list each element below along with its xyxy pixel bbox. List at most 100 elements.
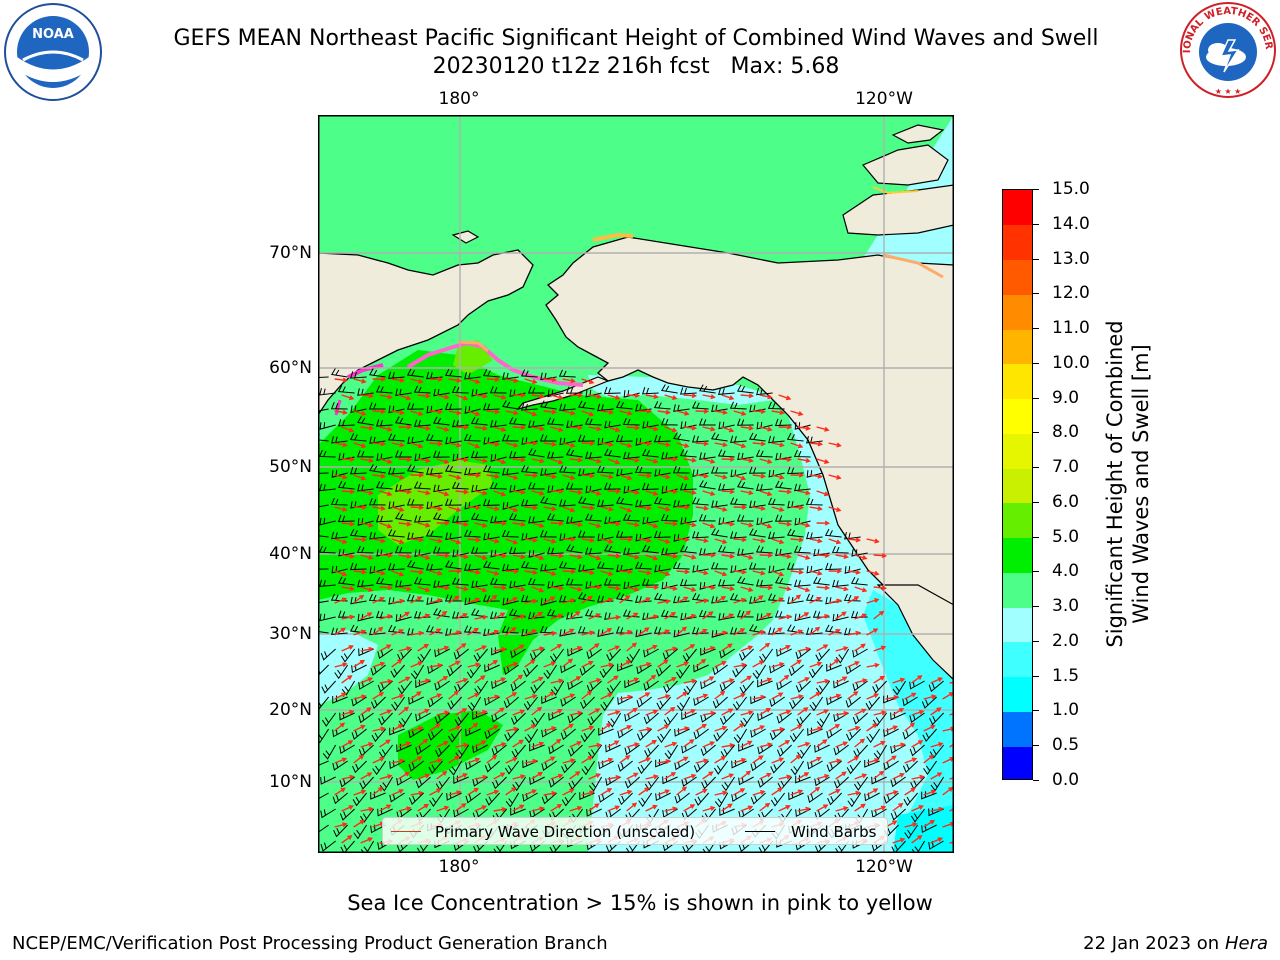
wind-barb [416,840,432,853]
wind-barb [736,610,754,618]
wave-arrow [923,789,937,796]
wave-arrow [429,441,444,447]
wave-arrow [581,660,594,668]
wind-barb [451,481,469,490]
wind-barb [357,388,374,396]
wave-arrow [391,659,403,668]
wind-barb [318,792,329,800]
wave-arrow [550,426,564,433]
wave-arrow [474,522,488,528]
wind-barb [729,531,747,539]
wave-arrow [809,626,821,636]
wind-barb [736,418,754,426]
wave-arrow [721,489,736,495]
wave-arrow [486,538,500,544]
wave-arrow [436,458,450,465]
wind-barb [330,402,348,410]
wave-arrow [417,643,430,652]
wave-arrow [360,837,374,844]
wind-barb [528,611,545,620]
wave-arrow [759,458,773,464]
wave-arrow [828,506,842,513]
wind-barb [502,400,519,410]
wind-barb [425,625,443,634]
wave-arrow [429,538,443,544]
wave-arrow [721,773,735,780]
wind-barb [679,483,697,491]
wind-barb [713,728,728,742]
wave-arrow [448,474,462,480]
wave-arrow [524,629,538,636]
wave-arrow [942,726,954,732]
wave-arrow [797,806,811,812]
wave-arrow [360,646,374,652]
wave-arrow [436,740,449,748]
wind-barb [427,728,443,741]
wind-barb [388,371,405,379]
wave-arrow [581,570,595,576]
wave-arrow [828,598,842,604]
wave-arrow [524,598,538,604]
wave-arrow [474,458,488,464]
chart-title: GEFS MEAN Northeast Pacific Significant … [173,26,1099,51]
wind-barb [618,792,633,806]
wind-barb [774,418,792,427]
colorbar-bin [1003,433,1032,469]
wave-arrow [657,659,669,668]
wave-arrow [740,522,754,528]
wave-arrow [455,613,468,620]
wind-barb [657,728,672,743]
wave-arrow [638,787,650,796]
wind-barb [826,728,842,739]
wind-barb [808,664,824,679]
wave-arrow [752,538,766,544]
wave-arrow [493,520,508,526]
wave-arrow [360,393,375,399]
wind-barb [641,387,659,395]
wave-arrow [626,802,638,812]
wind-barb [816,680,831,695]
wind-barb [550,680,565,696]
wave-arrow [543,441,557,447]
wave-arrow [771,597,785,604]
wave-arrow [626,677,640,684]
wave-arrow [828,788,841,796]
wind-barb [337,419,355,427]
wave-arrow [702,584,717,590]
wind-barb [452,419,469,428]
wind-barb [655,792,671,802]
wave-arrow [512,424,527,430]
wave-arrow [581,755,594,764]
wind-barb [776,712,792,724]
colorbar-bin [1003,363,1032,400]
wind-barb [624,776,640,789]
wind-barb [337,480,355,490]
wave-arrow [854,586,868,593]
wave-arrow [759,490,773,497]
wave-arrow [645,522,659,529]
wind-barb [786,562,804,570]
wave-arrow [543,474,557,480]
wave-arrow [626,742,640,748]
wave-arrow [531,586,545,593]
wave-arrow [569,805,583,812]
wind-barb [320,808,336,819]
wave-arrow [740,710,754,716]
wave-arrow [448,410,462,416]
wave-arrow [645,584,660,590]
wind-barb [698,609,716,618]
wind-barb [470,512,488,522]
wave-arrow [835,586,849,592]
wave-arrow [664,394,678,401]
wave-arrow [740,805,754,812]
wave-arrow [493,806,507,812]
wind-barb [653,530,671,539]
wind-barb [795,808,811,818]
wave-arrow [733,569,748,575]
footer-date: 22 Jan 2023 on Hera [1083,933,1268,954]
wave-arrow [683,739,695,748]
wave-arrow [771,506,785,512]
wind-barb [786,432,804,442]
wave-arrow [607,740,620,748]
wave-arrow [847,790,861,796]
